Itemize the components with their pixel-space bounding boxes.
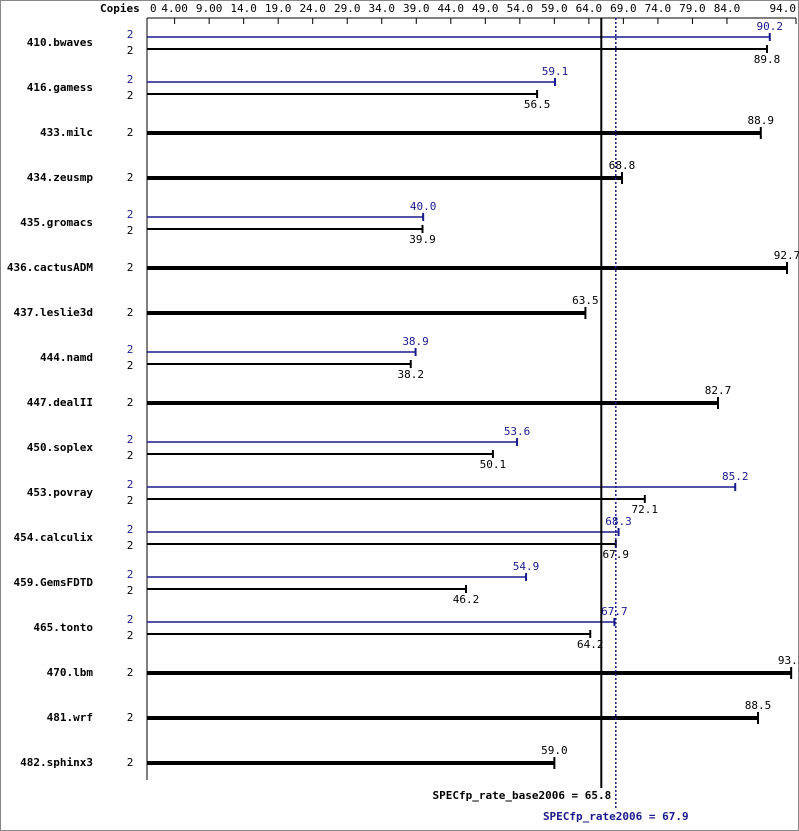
copies: 2 (127, 306, 134, 319)
base-value-label: 38.2 (397, 368, 424, 381)
copies: 2 (127, 613, 134, 626)
x-tick-label: 14.0 (230, 2, 257, 15)
x-tick-label: 49.0 (472, 2, 499, 15)
benchmark-label: 436.cactusADM (7, 261, 93, 274)
copies: 2 (127, 449, 134, 462)
base-value-label: 92.7 (774, 249, 799, 262)
x-tick-label: 79.0 (679, 2, 706, 15)
peak-value-label: 40.0 (410, 200, 437, 213)
copies: 2 (127, 478, 134, 491)
base-value-label: 50.1 (480, 458, 507, 471)
base-value-label: 93.3 (778, 654, 799, 667)
x-tick-label: 84.0 (714, 2, 741, 15)
x-tick-label: 54.0 (507, 2, 534, 15)
base-value-label: 64.2 (577, 638, 604, 651)
x-tick-label: 24.0 (299, 2, 326, 15)
x-tick-label: 9.00 (196, 2, 223, 15)
x-tick-label: 39.0 (403, 2, 430, 15)
base-value-label: 88.5 (745, 699, 772, 712)
x-tick-label: 74.0 (645, 2, 672, 15)
benchmark-label: 416.gamess (27, 81, 93, 94)
copies: 2 (127, 224, 134, 237)
copies: 2 (127, 494, 134, 507)
x-tick-label: 94.0 (770, 2, 797, 15)
x-tick-label: 29.0 (334, 2, 361, 15)
copies: 2 (127, 208, 134, 221)
copies: 2 (127, 523, 134, 536)
benchmark-label: 482.sphinx3 (20, 756, 93, 769)
base-value-label: 56.5 (524, 98, 551, 111)
copies: 2 (127, 171, 134, 184)
benchmark-label: 481.wrf (47, 711, 93, 724)
x-tick-label: 34.0 (368, 2, 395, 15)
copies: 2 (127, 539, 134, 552)
benchmark-label: 453.povray (27, 486, 94, 499)
benchmark-label: 435.gromacs (20, 216, 93, 229)
copies: 2 (127, 44, 134, 57)
copies: 2 (127, 89, 134, 102)
copies: 2 (127, 343, 134, 356)
base-value-label: 68.8 (609, 159, 636, 172)
benchmark-label: 410.bwaves (27, 36, 93, 49)
x-tick-label: 4.00 (161, 2, 188, 15)
benchmark-label: 465.tonto (33, 621, 93, 634)
benchmark-label: 470.lbm (47, 666, 94, 679)
peak-value-label: 90.2 (757, 20, 784, 33)
x-tick-label: 64.0 (576, 2, 603, 15)
base-value-label: 82.7 (705, 384, 732, 397)
peak-value-label: 59.1 (542, 65, 569, 78)
benchmark-label: 447.dealII (27, 396, 93, 409)
benchmark-label: 459.GemsFDTD (14, 576, 94, 589)
copies: 2 (127, 584, 134, 597)
copies: 2 (127, 433, 134, 446)
peak-value-label: 67.7 (601, 605, 628, 618)
copies: 2 (127, 28, 134, 41)
copies: 2 (127, 261, 134, 274)
copies: 2 (127, 73, 134, 86)
base-value-label: 72.1 (632, 503, 659, 516)
base-value-label: 63.5 (572, 294, 599, 307)
benchmark-label: 437.leslie3d (14, 306, 93, 319)
copies: 2 (127, 396, 134, 409)
copies: 2 (127, 666, 134, 679)
benchmark-label: 444.namd (40, 351, 93, 364)
base-value-label: 89.8 (754, 53, 781, 66)
peak-value-label: 68.3 (605, 515, 632, 528)
base-value-label: 39.9 (409, 233, 436, 246)
benchmark-label: 433.milc (40, 126, 93, 139)
benchmark-label: 434.zeusmp (27, 171, 94, 184)
x-tick-label: 0 (150, 2, 157, 15)
reference-label: SPECfp_rate2006 = 67.9 (543, 810, 689, 823)
x-tick-label: 19.0 (265, 2, 292, 15)
copies: 2 (127, 126, 134, 139)
base-value-label: 88.9 (748, 114, 775, 127)
peak-value-label: 38.9 (402, 335, 429, 348)
copies: 2 (127, 568, 134, 581)
benchmark-label: 450.soplex (27, 441, 94, 454)
copies: 2 (127, 359, 134, 372)
peak-value-label: 85.2 (722, 470, 749, 483)
benchmark-label: 454.calculix (14, 531, 94, 544)
copies-header: Copies (100, 2, 140, 15)
x-tick-label: 59.0 (541, 2, 568, 15)
copies: 2 (127, 756, 134, 769)
x-tick-label: 69.0 (610, 2, 637, 15)
copies: 2 (127, 711, 134, 724)
reference-label: SPECfp_rate_base2006 = 65.8 (432, 789, 611, 802)
peak-value-label: 53.6 (504, 425, 531, 438)
peak-value-label: 54.9 (513, 560, 540, 573)
x-tick-label: 44.0 (438, 2, 465, 15)
copies: 2 (127, 629, 134, 642)
base-value-label: 59.0 (541, 744, 568, 757)
base-value-label: 46.2 (453, 593, 480, 606)
